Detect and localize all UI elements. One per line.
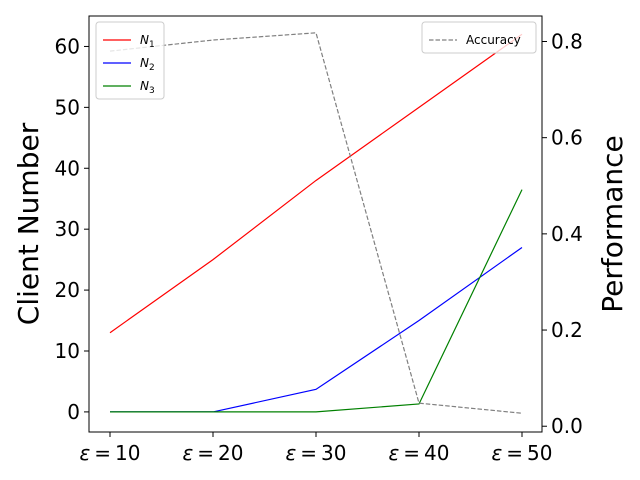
left-axis: 0 10 20 30 40 50 60 (55, 34, 89, 424)
right-tick-label: 0.0 (551, 414, 583, 438)
right-tick-label: 0.8 (551, 29, 583, 53)
right-tick-label: 0.6 (551, 126, 583, 150)
series-line-n2 (110, 246, 523, 413)
legend-box (421, 21, 537, 54)
x-tick-label: ε = 20 (182, 441, 243, 465)
legend-label: Accuracy (466, 33, 521, 47)
left-tick-label: 0 (67, 400, 80, 424)
right-tick-label: 0.2 (551, 318, 583, 342)
right-axis-title: Performance (596, 135, 629, 312)
x-tick-label: ε = 40 (388, 441, 449, 465)
series-line-accuracy (109, 32, 523, 414)
right-axis: 0.0 0.2 0.4 0.6 0.8 (542, 29, 583, 438)
series-line-n1 (109, 33, 523, 334)
x-tick-label: ε = 50 (491, 441, 552, 465)
left-tick-label: 10 (55, 339, 80, 363)
legend-label: N2 (140, 56, 155, 73)
x-tick-label: ε = 10 (79, 441, 140, 465)
left-tick-label: 60 (55, 34, 80, 58)
legend-accuracy: Accuracy (421, 21, 537, 54)
right-tick-label: 0.4 (551, 222, 583, 246)
x-axis: ε = 10 ε = 20 ε = 30 ε = 40 ε = 50 (79, 432, 553, 465)
series-line-n3 (110, 189, 523, 413)
series-lines (109, 32, 523, 414)
x-tick-label: ε = 30 (285, 441, 346, 465)
legend-client-numbers: N1 N2 N3 (95, 21, 165, 100)
legend-label: N3 (140, 79, 155, 96)
left-tick-label: 40 (55, 156, 80, 180)
legend-label: N1 (140, 33, 155, 50)
legend-box (95, 21, 165, 100)
left-tick-label: 50 (55, 95, 80, 119)
left-axis-title: Client Number (12, 122, 45, 325)
left-tick-label: 20 (55, 278, 80, 302)
left-tick-label: 30 (55, 217, 80, 241)
